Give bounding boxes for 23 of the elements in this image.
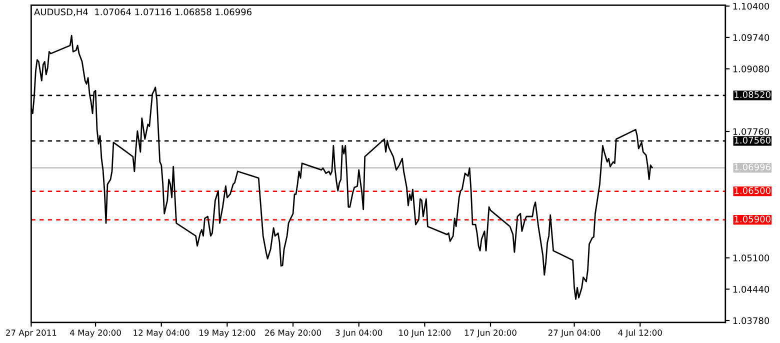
y-tick-label: 1.03780 (733, 317, 770, 324)
x-tick-label: 3 Jun 04:00 (336, 330, 382, 338)
ref-line-label: 1.05900 (734, 216, 770, 222)
x-tick-label: 19 May 12:00 (200, 330, 256, 338)
ref-line-label: 1.06996 (734, 164, 770, 170)
ref-line-label: 1.07560 (734, 136, 770, 144)
x-tick-label: 12 May 04:00 (134, 330, 190, 338)
y-tick-label: 1.04440 (733, 286, 770, 293)
x-tick-label: 4 Jul 12:00 (618, 329, 662, 338)
y-tick-label: 1.09740 (733, 34, 770, 41)
x-tick-label: 4 May 20:00 (70, 330, 121, 338)
ref-line-label: 1.06500 (734, 187, 770, 194)
y-tick-label: 1.05100 (733, 254, 770, 262)
y-tick-label: 1.09080 (733, 66, 770, 72)
x-tick-label: 27 Apr 2011 (6, 330, 56, 338)
y-tick-label: 1.10400 (733, 2, 770, 10)
chart-title: AUDUSD,H4 1.07064 1.07116 1.06858 1.06996 (34, 8, 252, 16)
x-tick-label: 27 Jun 04:00 (548, 330, 600, 338)
x-tick-label: 26 May 20:00 (265, 330, 322, 338)
y-tick-label: 1.07760 (733, 128, 770, 136)
x-tick-label: 17 Jun 20:00 (464, 330, 516, 338)
ref-line-label: 1.08520 (734, 91, 770, 98)
x-tick-label: 10 Jun 12:00 (399, 330, 451, 338)
